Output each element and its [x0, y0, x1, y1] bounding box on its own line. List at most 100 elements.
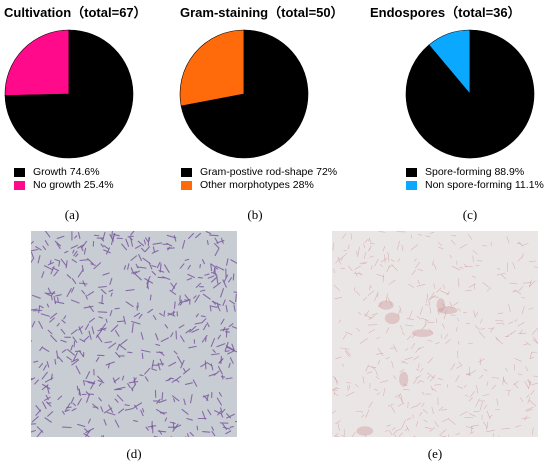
bacterial-cell — [86, 393, 91, 403]
bacterial-cell — [145, 426, 149, 431]
bacterial-cell — [413, 376, 419, 385]
bacterial-cell — [444, 333, 449, 339]
bacterial-cell — [374, 258, 379, 267]
bacterial-cell — [342, 233, 347, 239]
bacterial-cell — [70, 329, 78, 335]
bacterial-cell — [91, 326, 95, 335]
bacterial-cell — [154, 333, 159, 341]
bacterial-cell — [181, 240, 186, 249]
bacterial-cell — [197, 276, 203, 279]
bacterial-cell — [377, 348, 384, 357]
bacterial-cell — [147, 237, 150, 247]
bacterial-cell — [175, 379, 180, 383]
bacterial-cell — [342, 333, 347, 340]
bacterial-cell — [402, 388, 410, 391]
bacterial-cell — [31, 240, 34, 245]
bacterial-cell — [465, 426, 474, 429]
bacterial-cell — [151, 359, 155, 369]
bacterial-cell — [138, 254, 142, 262]
bacterial-cell — [103, 249, 111, 254]
bacterial-cell — [513, 289, 522, 295]
bacterial-cell — [195, 232, 202, 239]
bacterial-cell — [31, 416, 39, 423]
bacterial-cell — [55, 294, 62, 297]
bacterial-cell — [188, 345, 197, 349]
micrograph-gram-stain — [31, 231, 237, 437]
bacterial-cell — [229, 426, 234, 428]
bacterial-cell — [393, 344, 398, 353]
bacterial-cell — [164, 264, 170, 273]
chart-title-endospores: Endospores（total=36） — [370, 5, 521, 20]
bacterial-cell — [43, 396, 51, 402]
bacterial-cell — [127, 235, 134, 238]
bacterial-cell — [490, 326, 495, 333]
bacterial-cell — [42, 245, 47, 251]
bacterial-cell — [105, 361, 115, 366]
bacterial-cell — [85, 371, 91, 380]
bacterial-cell — [71, 359, 80, 366]
bacterial-cell — [458, 361, 462, 366]
bacterial-cell — [70, 358, 79, 363]
bacterial-cell — [133, 312, 141, 318]
bacterial-cell — [401, 419, 406, 429]
stain-blob — [356, 426, 374, 436]
bacterial-cell — [56, 243, 61, 249]
pie-slice-spore-forming — [405, 29, 535, 159]
bacterial-cell — [459, 411, 468, 416]
bacterial-cell — [130, 255, 138, 261]
bacterial-cell — [446, 291, 451, 296]
bacterial-cell — [374, 293, 378, 302]
bacterial-cell — [60, 258, 67, 267]
stain-blob — [384, 312, 400, 325]
bacterial-cell — [367, 248, 371, 252]
pie-chart-cultivation — [4, 29, 134, 159]
bacterial-cell — [348, 244, 350, 250]
bacterial-cell — [529, 352, 532, 360]
bacterial-cell — [473, 310, 476, 317]
bacterial-cell — [38, 362, 44, 369]
bacterial-cell — [88, 317, 95, 323]
caption-d: (d) — [126, 446, 142, 461]
bacterial-cell — [379, 264, 383, 267]
bacterial-cell — [187, 264, 191, 270]
bacterial-cell — [520, 397, 524, 402]
bacterial-cell — [531, 330, 536, 335]
bacterial-cell — [212, 349, 216, 353]
bacterial-cell — [509, 282, 518, 285]
bacterial-cell — [401, 244, 404, 252]
bacterial-cell — [225, 430, 232, 435]
bacterial-cell — [140, 349, 151, 353]
bacterial-cell — [71, 278, 77, 284]
bacterial-cell — [67, 349, 75, 356]
bacterial-cell — [496, 267, 501, 271]
bacterial-cell — [368, 286, 371, 290]
bacterial-cell — [480, 328, 486, 330]
bacterial-cell — [124, 404, 130, 407]
bacterial-cell — [33, 360, 39, 363]
bacterial-cell — [125, 238, 130, 247]
bacterial-cell — [72, 402, 76, 407]
bacterial-cell — [108, 342, 117, 349]
bacterial-cell — [378, 231, 386, 233]
bacterial-cell — [38, 305, 41, 314]
bacterial-cell — [416, 315, 421, 320]
bacterial-cell — [504, 367, 509, 372]
bacterial-cell — [98, 316, 104, 319]
bacterial-cell — [63, 315, 67, 320]
bacterial-cell — [41, 371, 48, 380]
bacterial-cell — [61, 319, 66, 324]
bacterial-cell — [144, 246, 150, 253]
bacterial-cell — [57, 296, 59, 303]
legend-gram-staining: Gram-postive rod-shape 72% Other morphot… — [181, 166, 337, 192]
bacterial-cell — [451, 239, 456, 245]
bacterial-cell — [116, 343, 120, 351]
bacterial-cell — [394, 434, 397, 437]
bacterial-cell — [437, 377, 444, 381]
bacterial-cell — [90, 380, 96, 390]
bacterial-cell — [501, 427, 511, 430]
bacterial-cell — [517, 322, 525, 327]
bacterial-cell — [340, 257, 343, 262]
bacterial-cell — [58, 260, 61, 267]
bacterial-cell — [108, 289, 114, 292]
bacterial-cell — [31, 377, 36, 381]
